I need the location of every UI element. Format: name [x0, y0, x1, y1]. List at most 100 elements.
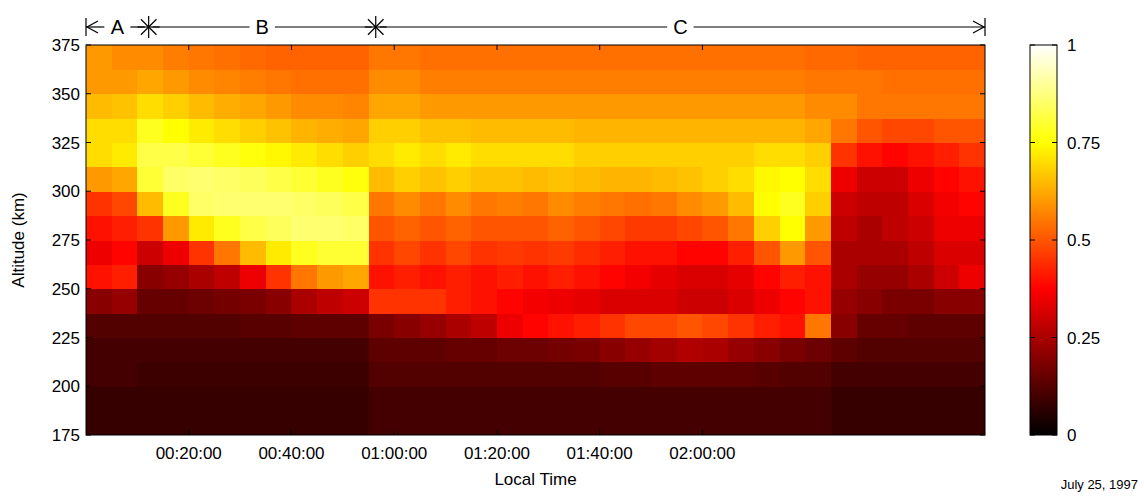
- cell: [446, 167, 472, 192]
- cell: [754, 167, 780, 192]
- y-tick-label: 250: [52, 280, 80, 299]
- cell: [86, 94, 112, 119]
- colorbar-tick: [1052, 45, 1057, 46]
- cell: [831, 313, 857, 338]
- cell: [317, 240, 343, 265]
- cell: [163, 216, 189, 241]
- cell: [112, 118, 138, 143]
- cell: [600, 411, 626, 435]
- cell: [343, 289, 369, 314]
- cell: [780, 69, 806, 94]
- cell: [446, 45, 472, 70]
- cell: [959, 118, 985, 143]
- cell: [908, 216, 934, 241]
- cell: [214, 118, 240, 143]
- cell: [240, 118, 266, 143]
- cell: [291, 289, 317, 314]
- cell: [394, 94, 420, 119]
- cell: [394, 216, 420, 241]
- cell: [189, 338, 215, 363]
- cell: [728, 411, 754, 435]
- cell: [266, 289, 292, 314]
- cell: [651, 45, 677, 70]
- cell: [291, 216, 317, 241]
- x-tick: [291, 430, 292, 435]
- cell: [523, 216, 549, 241]
- cell: [702, 143, 728, 168]
- cell: [137, 216, 163, 241]
- cell: [959, 45, 985, 70]
- cell: [651, 69, 677, 94]
- cell: [677, 411, 703, 435]
- x-tick: [188, 45, 189, 50]
- cell: [86, 118, 112, 143]
- y-tick-label: 325: [52, 134, 80, 153]
- cell: [420, 411, 446, 435]
- cell: [112, 69, 138, 94]
- cell: [112, 45, 138, 70]
- cell: [214, 313, 240, 338]
- cell: [625, 69, 651, 94]
- cell: [420, 386, 446, 411]
- colorbar-tick-label: 0.25: [1067, 329, 1100, 348]
- cell: [600, 240, 626, 265]
- cell: [651, 289, 677, 314]
- cell: [857, 69, 883, 94]
- cell: [805, 191, 831, 216]
- cell: [934, 216, 960, 241]
- cell: [908, 167, 934, 192]
- cell: [677, 240, 703, 265]
- cell: [548, 362, 574, 387]
- cell: [625, 167, 651, 192]
- cell: [780, 289, 806, 314]
- cell: [317, 289, 343, 314]
- cell: [291, 143, 317, 168]
- cell: [908, 69, 934, 94]
- cell: [214, 338, 240, 363]
- cell: [343, 94, 369, 119]
- x-axis-title: Local Time: [494, 470, 576, 489]
- cell: [394, 289, 420, 314]
- cell: [882, 94, 908, 119]
- cell: [831, 45, 857, 70]
- cell: [240, 411, 266, 435]
- cell: [266, 94, 292, 119]
- cell: [728, 362, 754, 387]
- cell: [702, 167, 728, 192]
- cell: [317, 167, 343, 192]
- cell: [754, 45, 780, 70]
- cell: [934, 191, 960, 216]
- cell: [625, 386, 651, 411]
- cell: [343, 240, 369, 265]
- cell: [908, 362, 934, 387]
- cell: [805, 362, 831, 387]
- cell: [702, 216, 728, 241]
- cell: [625, 313, 651, 338]
- cell: [112, 240, 138, 265]
- cell: [728, 289, 754, 314]
- cell: [523, 191, 549, 216]
- cell: [291, 313, 317, 338]
- cell: [343, 362, 369, 387]
- cell: [523, 45, 549, 70]
- cell: [394, 411, 420, 435]
- cell: [728, 386, 754, 411]
- cell: [86, 191, 112, 216]
- cell: [497, 167, 523, 192]
- cell: [523, 118, 549, 143]
- cell: [317, 69, 343, 94]
- cell: [112, 264, 138, 289]
- cell: [728, 313, 754, 338]
- cell: [471, 69, 497, 94]
- cell: [420, 69, 446, 94]
- cell: [548, 94, 574, 119]
- segment-line: [90, 26, 104, 27]
- cell: [882, 45, 908, 70]
- cell: [266, 411, 292, 435]
- cell: [548, 338, 574, 363]
- cell: [240, 362, 266, 387]
- cell: [497, 69, 523, 94]
- cell: [343, 191, 369, 216]
- segment-line: [86, 26, 90, 27]
- cell: [291, 191, 317, 216]
